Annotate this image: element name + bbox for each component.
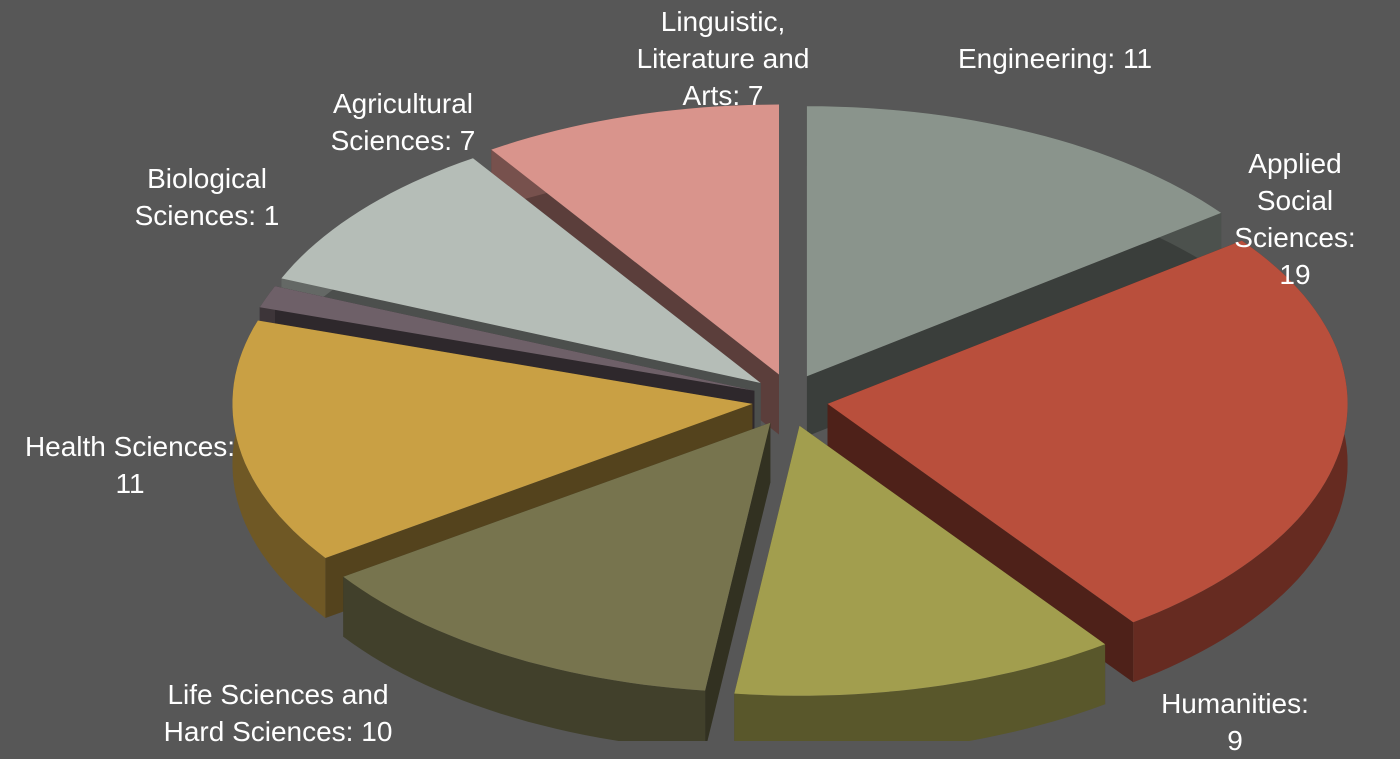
slice-top: [827, 240, 1348, 623]
slice-outer-side: [734, 644, 1106, 741]
data-label: Life Sciences and Hard Sciences: 10: [163, 679, 393, 747]
slice-top: [806, 106, 1222, 377]
data-label: Agricultural Sciences: 7: [330, 88, 476, 156]
data-label: Biological Sciences: 1: [134, 163, 280, 231]
data-label: Health Sciences: 11: [24, 431, 236, 499]
slice-top: [491, 104, 779, 375]
slice: [343, 422, 771, 741]
data-label: Linguistic, Literature and Arts: 7: [636, 6, 810, 111]
slice-top: [734, 425, 1106, 696]
chart: Engineering: 11 Applied Social Sciences: …: [24, 6, 1356, 756]
pie-plot: [232, 104, 1348, 741]
slice-outer-side: [232, 320, 326, 618]
data-label: Humanities: 9: [1161, 688, 1309, 756]
slice-top: [343, 422, 771, 691]
data-label: Engineering: 11: [957, 43, 1153, 74]
slice-outer-side: [343, 576, 706, 741]
slice-outer-side: [1133, 240, 1348, 683]
slice-top: [281, 158, 761, 383]
slice: [734, 425, 1106, 741]
slice-top: [232, 320, 753, 558]
data-label: Applied Social Sciences: 19: [1234, 148, 1356, 290]
slice-radial-side: [705, 422, 771, 741]
slice-top: [259, 286, 755, 391]
